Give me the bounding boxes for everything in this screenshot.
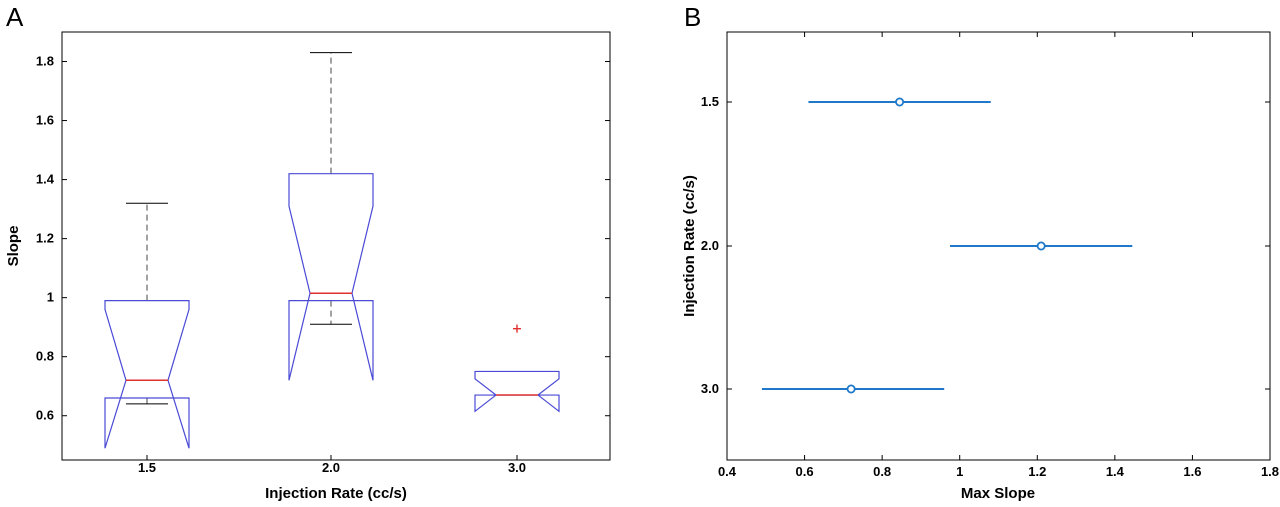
panel-letter-a: A — [6, 2, 24, 32]
y-tick-label: 0.6 — [36, 408, 54, 423]
panel-a-x-ticks: 1.5 2.0 3.0 — [138, 455, 526, 475]
x-tick-label: 1.5 — [138, 460, 156, 475]
y-tick-label: 3.0 — [701, 381, 719, 396]
x-tick-label: 3.0 — [508, 460, 526, 475]
interval-2.0 — [950, 241, 1133, 251]
interval-3.0 — [761, 384, 945, 394]
box-2.0 — [288, 52, 374, 381]
panel-b-y-ticks: 1.5 2.0 3.0 — [701, 94, 1270, 396]
x-tick-label: 1.8 — [1261, 464, 1279, 479]
box-3.0 — [474, 324, 560, 413]
y-tick-label: 1.2 — [36, 231, 54, 246]
box-outline — [288, 173, 374, 381]
mean-marker — [1036, 241, 1046, 251]
y-tick-label: 2.0 — [701, 238, 719, 253]
panel-letter-b: B — [684, 2, 701, 32]
x-tick-label: 0.4 — [718, 464, 737, 479]
y-tick-label: 1 — [47, 290, 54, 305]
panel-b-interval-plot: 0.4 0.6 0.8 1 1.2 1.4 1.6 1.8 1.5 2.0 3.0 Max Slo… — [681, 31, 1279, 502]
panel-a-x-axis-title: Injection Rate (cc/s) — [265, 485, 407, 502]
x-tick-label: 0.6 — [796, 464, 814, 479]
x-tick-label: 1 — [956, 464, 963, 479]
box-outline — [474, 370, 560, 413]
panel-b-intervals — [761, 97, 1133, 394]
y-tick-label: 0.8 — [36, 349, 54, 364]
y-tick-label: 1.6 — [36, 113, 54, 128]
x-tick-label: 2.0 — [322, 460, 340, 475]
y-tick-label: 1.8 — [36, 54, 54, 69]
panel-a-boxes — [104, 52, 560, 449]
x-tick-label: 0.8 — [873, 464, 891, 479]
panel-a-plot-frame — [61, 31, 611, 461]
box-outline — [104, 300, 190, 449]
interval-1.5 — [808, 97, 991, 107]
panel-a-y-ticks: 0.6 0.8 1 1.2 1.4 1.6 1.8 — [36, 54, 610, 423]
panel-b-x-ticks: 0.4 0.6 0.8 1 1.2 1.4 1.6 1.8 — [718, 32, 1279, 479]
x-tick-label: 1.4 — [1106, 464, 1125, 479]
panel-b-x-axis-title: Max Slope — [961, 485, 1035, 502]
outlier-marker — [513, 324, 521, 333]
panel-b-y-axis-title: Injection Rate (cc/s) — [681, 175, 698, 317]
x-tick-label: 1.2 — [1028, 464, 1046, 479]
y-tick-label: 1.5 — [701, 94, 719, 109]
x-tick-label: 1.6 — [1183, 464, 1201, 479]
panel-a-y-axis-title: Slope — [5, 226, 22, 267]
y-tick-label: 1.4 — [36, 172, 55, 187]
panel-a-boxplot: 0.6 0.8 1 1.2 1.4 1.6 1.8 1.5 2.0 3.0 Injection … — [5, 31, 611, 502]
mean-marker — [846, 384, 856, 394]
box-1.5 — [104, 202, 190, 449]
mean-marker — [895, 97, 905, 107]
